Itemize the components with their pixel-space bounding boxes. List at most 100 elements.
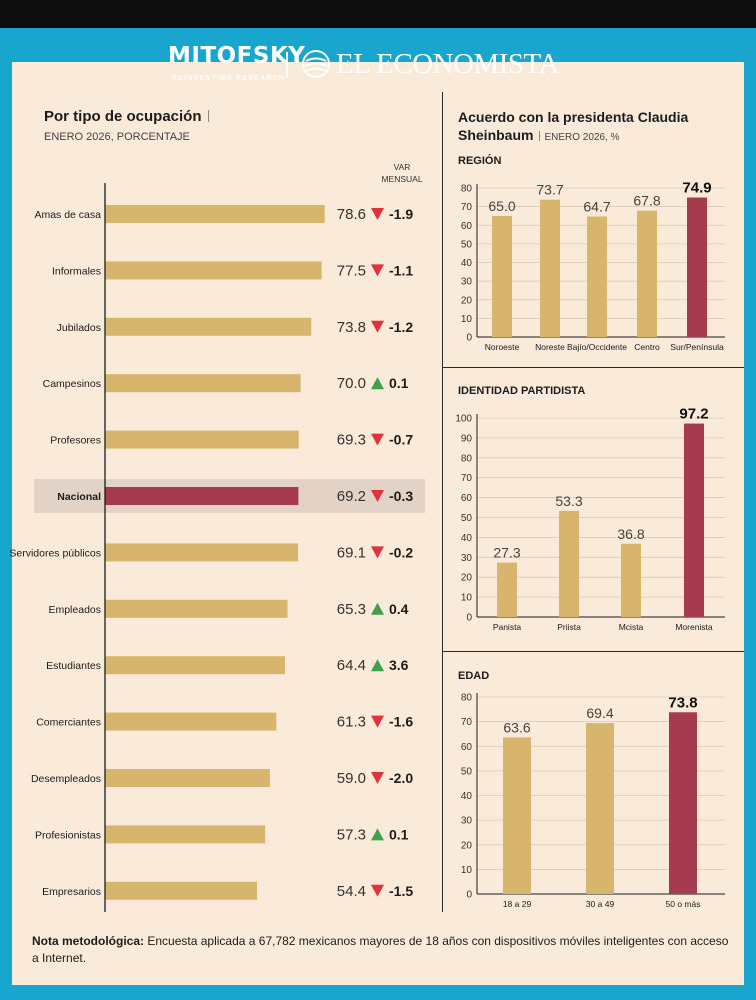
var-mensual-header: VAR MENSUAL [381, 162, 423, 184]
bar [105, 205, 325, 223]
y-tick-label: 30 [461, 553, 473, 564]
value-label: 64.7 [583, 198, 610, 214]
bar [621, 543, 641, 617]
category-label: Servidores públicos [9, 547, 101, 559]
globe-icon [302, 50, 330, 78]
value-label: 78.6 [337, 206, 366, 223]
down-arrow-icon [371, 546, 384, 559]
bar [669, 712, 697, 894]
bar [105, 317, 312, 336]
partisan-title: IDENTIDAD PARTIDISTA [458, 385, 586, 397]
value-label: 57.3 [337, 826, 366, 843]
value-label: 97.2 [679, 406, 708, 423]
y-tick-label: 80 [461, 693, 473, 704]
value-label: 69.4 [586, 705, 613, 721]
y-tick-label: 80 [461, 453, 473, 464]
x-tick-label: Mcista [619, 622, 644, 632]
var-label: 0.1 [389, 375, 409, 391]
category-label: Profesionistas [35, 829, 101, 841]
var-label: -1.5 [389, 883, 413, 899]
y-tick-label: 20 [461, 295, 473, 306]
y-tick-label: 10 [461, 314, 473, 325]
bar [105, 712, 277, 731]
var-label: -2.0 [389, 770, 413, 786]
y-tick-label: 20 [461, 840, 473, 851]
y-tick-label: 100 [455, 414, 472, 425]
value-label: 69.1 [337, 544, 366, 561]
category-label: Empleados [48, 604, 101, 616]
el-economista-logo: EL ECONOMISTA [336, 48, 559, 80]
value-label: 61.3 [337, 714, 366, 731]
x-tick-label: Bajío/Occidente [567, 342, 627, 352]
logo-divider [286, 52, 288, 78]
x-tick-label: 30 a 49 [586, 899, 615, 909]
down-arrow-icon [371, 490, 384, 502]
up-arrow-icon [371, 602, 384, 615]
x-tick-label: Morenista [675, 622, 713, 632]
bar [540, 199, 560, 337]
down-arrow-icon [371, 884, 384, 897]
value-label: 54.4 [337, 883, 366, 900]
value-label: 59.0 [337, 770, 366, 787]
y-tick-label: 70 [461, 473, 473, 484]
var-label: -1.1 [389, 262, 413, 278]
down-arrow-icon [371, 320, 384, 333]
bar [105, 430, 299, 449]
y-tick-label: 10 [461, 593, 473, 604]
y-tick-label: 30 [461, 816, 473, 827]
bar [105, 881, 258, 900]
y-tick-label: 10 [461, 865, 473, 876]
bar [503, 737, 531, 894]
y-tick-label: 70 [461, 202, 473, 213]
category-label: Estudiantes [46, 660, 101, 672]
category-label: Comerciantes [36, 717, 101, 729]
bar [684, 423, 704, 617]
var-label: -0.7 [389, 432, 413, 448]
var-label: -0.3 [389, 488, 413, 504]
bar [105, 261, 322, 280]
var-label: 0.1 [389, 826, 409, 842]
y-tick-label: 0 [466, 613, 472, 624]
value-label: 69.3 [337, 432, 366, 449]
x-tick-label: Panista [493, 622, 522, 632]
value-label: 77.5 [337, 262, 366, 279]
category-label: Amas de casa [34, 209, 101, 221]
y-tick-label: 60 [461, 493, 473, 504]
x-tick-label: Noroeste [485, 342, 520, 352]
value-label: 73.7 [536, 182, 563, 198]
x-tick-label: Priista [557, 622, 581, 632]
var-label: 0.4 [389, 601, 409, 617]
category-label: Empresarios [42, 886, 101, 898]
var-label: -1.2 [389, 319, 413, 335]
y-tick-label: 40 [461, 791, 473, 802]
region-title: REGIÓN [458, 155, 502, 167]
bar [105, 374, 301, 393]
x-tick-label: Noreste [535, 342, 565, 352]
value-label: 67.8 [633, 193, 660, 209]
y-tick-label: 60 [461, 742, 473, 753]
section-divider [443, 651, 744, 652]
y-tick-label: 70 [461, 717, 473, 728]
category-label: Jubilados [57, 322, 101, 334]
category-label: Nacional [57, 491, 101, 503]
value-label: 64.4 [337, 657, 366, 674]
left-chart-subtitle: ENERO 2026, PORCENTAJE [44, 131, 190, 143]
value-label: 73.8 [668, 694, 697, 711]
y-tick-label: 40 [461, 258, 473, 269]
bar [637, 210, 657, 337]
right-chart-subtitle: ENERO 2026, % [544, 132, 620, 143]
x-tick-label: Sur/Península [670, 342, 724, 352]
up-arrow-icon [371, 828, 384, 841]
down-arrow-icon [371, 433, 384, 446]
bar [105, 487, 299, 505]
y-tick-label: 20 [461, 573, 473, 584]
category-label: Profesores [50, 435, 101, 447]
value-label: 65.3 [337, 601, 366, 618]
x-tick-label: Centro [634, 342, 660, 352]
bar [587, 216, 607, 337]
bar [105, 769, 270, 787]
column-divider [442, 92, 443, 912]
y-tick-label: 50 [461, 766, 473, 777]
value-label: 73.8 [337, 319, 366, 336]
